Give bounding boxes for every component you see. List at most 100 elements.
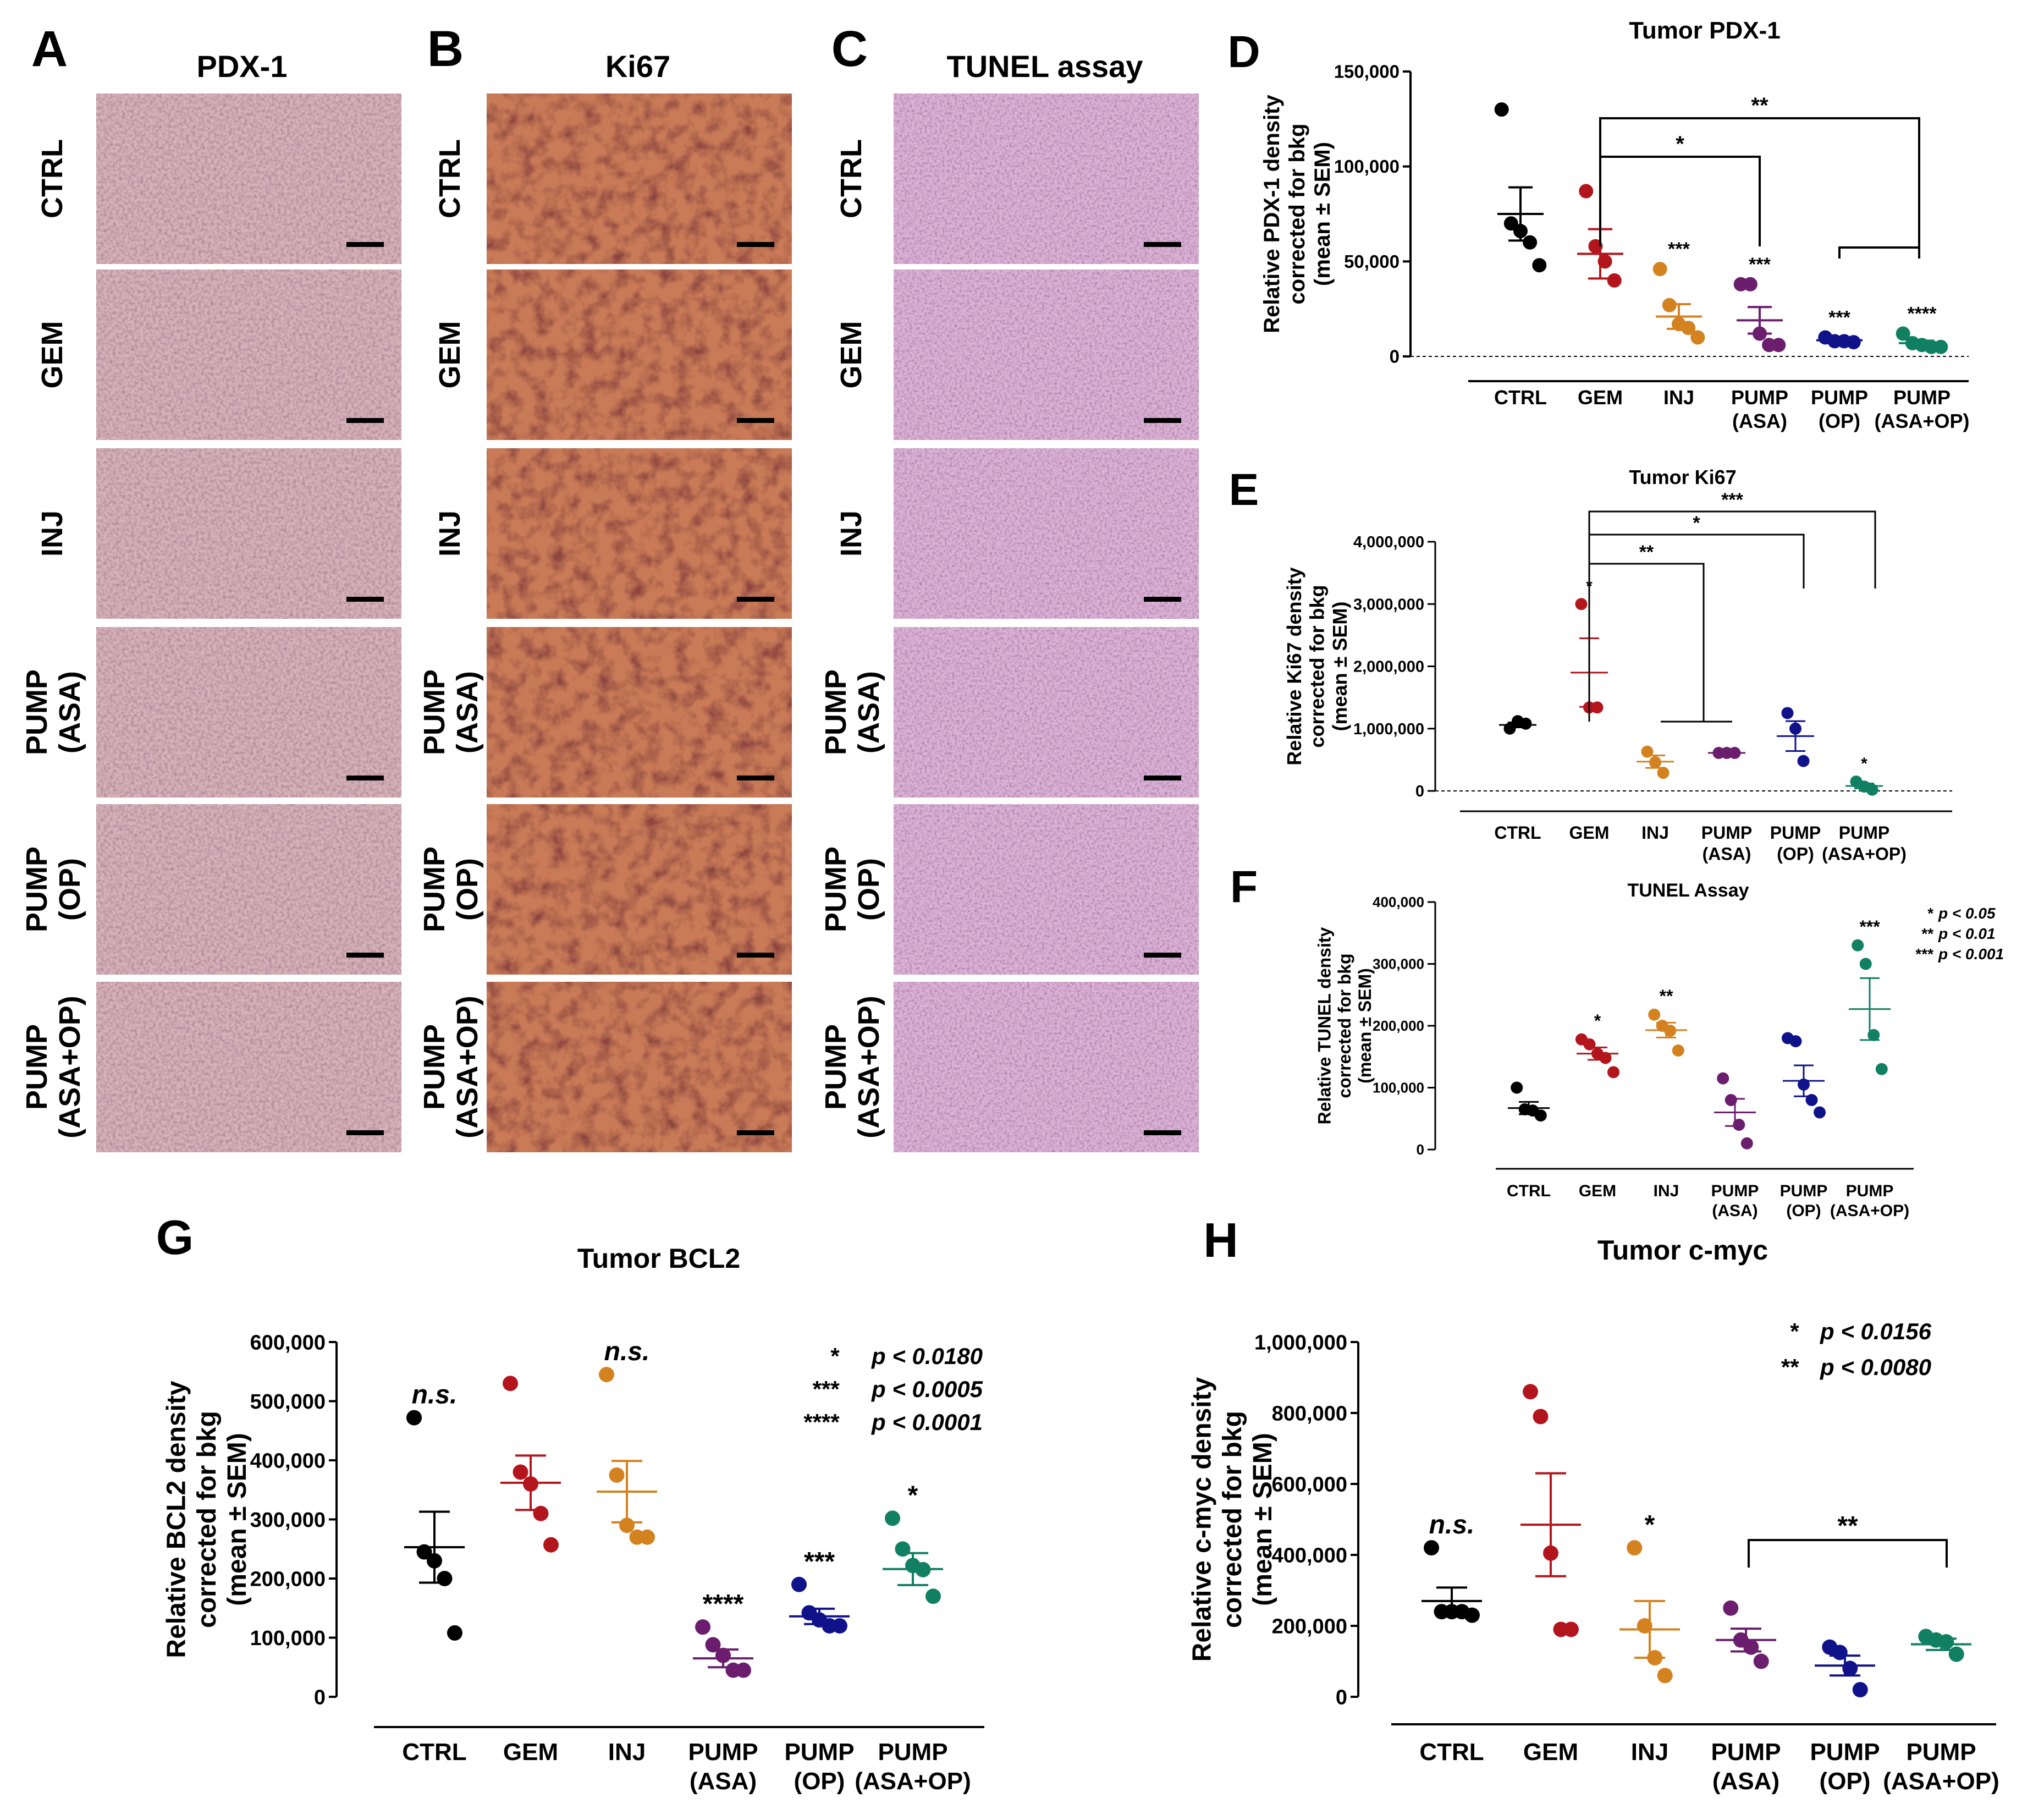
panel-letter-F: F — [1230, 862, 1258, 912]
data-point — [1896, 326, 1910, 341]
p-value-legend: * p < 0.0180 *** p < 0.0005 **** p < 0.0001 — [803, 1343, 983, 1435]
scale-bar-A-3 — [346, 597, 384, 602]
data-point — [925, 1588, 941, 1604]
x-category-label: PUMP — [1731, 386, 1788, 409]
micrograph-C-3 — [894, 448, 1199, 619]
row-label-C-6: PUMP (ASA+OP) — [819, 996, 885, 1139]
x-category-label: GEM — [503, 1739, 558, 1766]
significance-marker: n.s. — [604, 1337, 650, 1366]
y-axis-label-line: corrected for bkg — [1335, 953, 1354, 1098]
x-category-label: (ASA+OP) — [1822, 844, 1907, 864]
x-category-label: PUMP — [1780, 1182, 1828, 1200]
row-label-line1: CTRL — [433, 139, 466, 218]
row-label-B-6: PUMP (ASA+OP) — [418, 996, 484, 1139]
scale-bar-A-6 — [346, 1130, 384, 1135]
micrograph-B-6 — [487, 982, 792, 1152]
row-label-line2: (OP) — [852, 858, 885, 921]
significance-marker: **** — [1908, 304, 1937, 325]
row-label-line1: PUMP — [418, 1024, 451, 1110]
row-label-line1: PUMP — [418, 669, 451, 755]
bracket-label: * — [1693, 513, 1700, 534]
y-axis-label: Relative TUNEL density corrected for bkg(… — [1314, 927, 1375, 1124]
bracket-label: *** — [1721, 490, 1743, 510]
data-point — [1743, 277, 1757, 292]
data-point — [885, 1510, 901, 1526]
significance-marker: ** — [1660, 986, 1673, 1006]
x-category-label: (ASA) — [1712, 1768, 1779, 1795]
scale-bar-C-6 — [1144, 1130, 1181, 1135]
data-point — [1657, 1668, 1673, 1684]
panel-letter-E: E — [1229, 465, 1259, 515]
data-point — [447, 1625, 462, 1641]
y-tick-label: 150,000 — [1334, 62, 1400, 82]
y-tick-label: 0 — [1390, 347, 1400, 367]
row-label-line1: PUMP — [819, 1024, 852, 1110]
x-category-label: PUMP — [1839, 823, 1889, 843]
x-category-label: PUMP — [1701, 823, 1752, 843]
x-category-label: INJ — [1663, 386, 1694, 409]
x-category-label: CTRL — [1494, 386, 1547, 409]
x-category-label: GEM — [1578, 386, 1623, 409]
x-category-label: GEM — [1579, 1182, 1616, 1200]
legend-pvalue: p < 0.01 — [1938, 925, 1996, 942]
scale-bar-C-2 — [1144, 418, 1181, 423]
micrograph-B-4 — [487, 627, 792, 798]
y-axis-label: Relative BCL2 density corrected for bkg (m… — [162, 1381, 252, 1658]
data-point — [1933, 339, 1948, 354]
scale-bar-C-5 — [1144, 953, 1181, 958]
data-point — [1725, 1094, 1737, 1106]
x-category-label: GEM — [1569, 823, 1610, 843]
legend-pvalue: p < 0.05 — [1938, 905, 1996, 922]
row-label-B-1: CTRL — [433, 139, 466, 218]
x-category-label: (OP) — [1820, 1768, 1871, 1795]
data-point — [1464, 1607, 1480, 1623]
x-category-label: CTRL — [1507, 1182, 1551, 1200]
data-point — [1607, 273, 1622, 288]
x-category-label: INJ — [608, 1739, 646, 1766]
data-point — [543, 1537, 559, 1553]
series-inj: * — [1619, 1510, 1680, 1684]
row-label-line2: (ASA+OP) — [451, 996, 484, 1139]
x-category-label: (ASA+OP) — [1830, 1202, 1909, 1220]
data-point — [1533, 1409, 1549, 1425]
y-axis-label: Relative Ki67 density corrected for bkg (m… — [1283, 567, 1351, 765]
y-axis-label-line: (mean ± SEM) — [1310, 142, 1335, 286]
significance-marker: n.s. — [412, 1381, 458, 1410]
x-category-label: INJ — [1654, 1182, 1679, 1200]
x-category-label: (ASA+OP) — [1883, 1768, 1999, 1795]
row-label-line1: INJ — [433, 510, 466, 557]
data-point — [1733, 1119, 1745, 1131]
panel-title-A: PDX-1 — [197, 49, 288, 84]
data-point — [1597, 254, 1612, 269]
micrograph-A-5 — [96, 804, 401, 975]
x-category-label: CTRL — [1494, 823, 1541, 843]
panel-letter-A: A — [31, 21, 68, 77]
y-tick-label: 300,000 — [250, 1509, 326, 1532]
series-pump-asa-op-: * — [883, 1481, 943, 1604]
series-pump-asa-op-: * — [1845, 755, 1883, 796]
panel-letter-G: G — [156, 1210, 194, 1264]
panel-letter-C: C — [831, 21, 868, 77]
significance-marker: * — [1594, 1011, 1601, 1031]
y-tick-label: 800,000 — [1272, 1402, 1347, 1425]
row-label-line2: (ASA) — [451, 671, 484, 754]
legend-stars: **** — [803, 1409, 840, 1435]
series-inj: ** — [1645, 986, 1687, 1057]
series-pump-op- — [1781, 1032, 1826, 1119]
row-label-A-5: PUMP (OP) — [20, 846, 86, 932]
y-tick-label: 0 — [1417, 1141, 1424, 1158]
bracket — [1588, 534, 1805, 589]
significance-marker: *** — [1859, 917, 1880, 937]
y-tick-label: 400,000 — [1272, 1544, 1347, 1567]
data-point — [1511, 1081, 1523, 1094]
y-axis-label-line: (mean ± SEM) — [1355, 968, 1375, 1084]
significance-marker: **** — [703, 1590, 744, 1619]
scale-bar-C-3 — [1144, 597, 1181, 602]
legend-pvalue: p < 0.0001 — [871, 1409, 983, 1435]
x-category-label: CTRL — [1419, 1739, 1484, 1766]
data-point — [1627, 1540, 1643, 1556]
x-category-label: (ASA) — [1703, 844, 1751, 864]
row-label-line1: PUMP — [819, 669, 852, 755]
y-tick-label: 400,000 — [1373, 894, 1424, 910]
row-label-line1: GEM — [36, 321, 69, 388]
